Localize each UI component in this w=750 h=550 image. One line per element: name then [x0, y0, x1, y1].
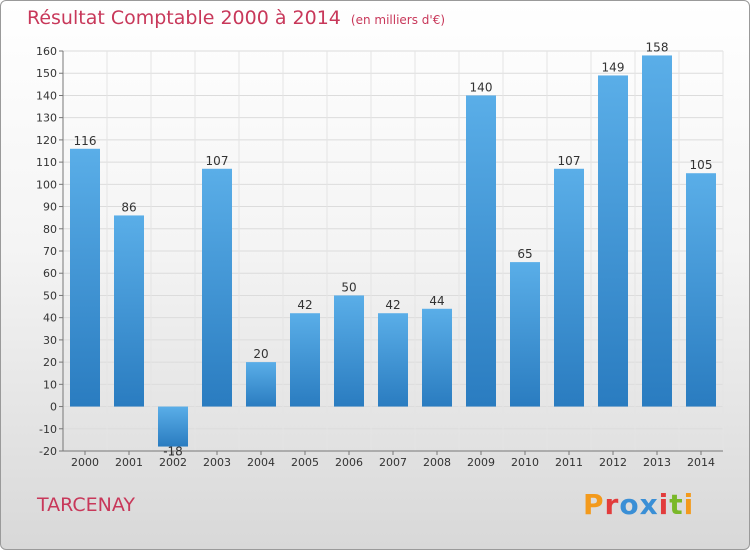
bar [466, 95, 496, 407]
data-label: 65 [517, 247, 532, 261]
x-tick-label: 2010 [511, 456, 539, 469]
x-tick-label: 2012 [599, 456, 627, 469]
data-label: 140 [470, 80, 493, 94]
chart-title-text: Résultat Comptable 2000 à 2014 [27, 7, 341, 29]
y-tick-label: 140 [36, 89, 57, 102]
data-label: 158 [646, 40, 669, 54]
y-tick-label: 160 [36, 45, 57, 58]
y-tick-label: 0 [50, 401, 57, 414]
bar [70, 148, 100, 407]
bar [510, 262, 540, 407]
bar [598, 75, 628, 407]
x-tick-label: 2011 [555, 456, 583, 469]
bar [422, 308, 452, 407]
x-tick-label: 2002 [159, 456, 187, 469]
bar [334, 295, 364, 407]
bar [114, 215, 144, 407]
logo-letter: o [619, 488, 640, 521]
data-label: 149 [602, 60, 625, 74]
y-tick-label: 10 [43, 378, 57, 391]
y-tick-label: 100 [36, 178, 57, 191]
logo-letter: i [658, 488, 670, 521]
bar [642, 55, 672, 407]
bar [246, 362, 276, 407]
data-label: 107 [206, 154, 229, 168]
x-tick-label: 2008 [423, 456, 451, 469]
data-label: 107 [558, 154, 581, 168]
chart-title: Résultat Comptable 2000 à 2014 (en millie… [27, 7, 445, 29]
y-tick-label: 80 [43, 223, 57, 236]
logo-letter: P [583, 488, 605, 521]
data-label: 42 [385, 298, 400, 312]
data-label: 86 [121, 200, 136, 214]
bar [158, 406, 188, 447]
x-tick-label: 2000 [71, 456, 99, 469]
data-label: 116 [74, 134, 97, 148]
proxiti-logo: Proxiti [583, 488, 694, 521]
logo-letter: x [639, 488, 659, 521]
x-tick-label: 2006 [335, 456, 363, 469]
x-tick-label: 2014 [687, 456, 715, 469]
x-tick-label: 2005 [291, 456, 319, 469]
y-tick-label: 20 [43, 356, 57, 369]
y-tick-label: -10 [39, 423, 57, 436]
y-tick-label: 130 [36, 112, 57, 125]
y-tick-label: 30 [43, 334, 57, 347]
x-tick-label: 2009 [467, 456, 495, 469]
bar [378, 313, 408, 407]
data-label: 50 [341, 280, 356, 294]
bar [554, 168, 584, 407]
y-tick-label: 90 [43, 201, 57, 214]
commune-name: TARCENAY [37, 494, 135, 516]
data-label: 42 [297, 298, 312, 312]
y-tick-label: 60 [43, 267, 57, 280]
data-label: 44 [429, 294, 444, 308]
bar [290, 313, 320, 407]
x-tick-label: 2007 [379, 456, 407, 469]
x-tick-label: 2001 [115, 456, 143, 469]
y-tick-label: 70 [43, 245, 57, 258]
bar [202, 168, 232, 407]
logo-letter: r [604, 488, 620, 521]
logo-letter: t [669, 488, 684, 521]
data-label: 105 [690, 158, 713, 172]
y-tick-label: 50 [43, 289, 57, 302]
chart-unit: (en milliers d'€) [350, 13, 446, 27]
y-tick-label: 150 [36, 67, 57, 80]
y-tick-label: -20 [39, 445, 57, 458]
y-tick-label: 40 [43, 312, 57, 325]
bar [686, 173, 716, 407]
x-tick-label: 2013 [643, 456, 671, 469]
logo-letter: i [683, 488, 695, 521]
x-tick-label: 2003 [203, 456, 231, 469]
y-tick-label: 120 [36, 134, 57, 147]
data-label: 20 [253, 347, 268, 361]
y-tick-label: 110 [36, 156, 57, 169]
x-tick-label: 2004 [247, 456, 275, 469]
data-label: -18 [163, 445, 183, 459]
